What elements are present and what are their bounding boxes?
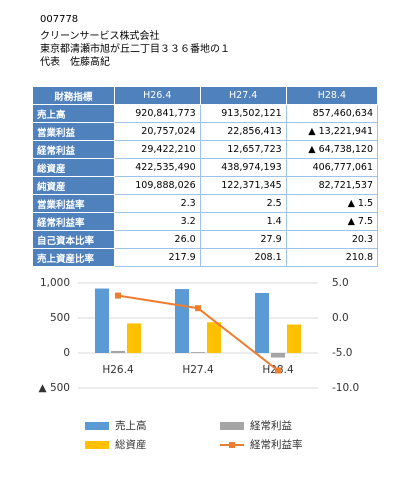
financial-table: 財務指標 H26.4 H27.4 H28.4 売上高 920,841,773 913,502… [32,86,379,267]
row-label: 経常利益率 [32,212,115,231]
table-row: 営業利益率 2.3 2.5 ▲ 1.5 [32,194,379,213]
bar [191,352,205,353]
cell: H27.4 [199,86,287,105]
legend-swatch [85,422,109,430]
cell: 920,841,773 [113,104,201,123]
row-label: 純資産 [32,176,115,195]
company-name: クリーンサービス株式会社 [40,31,160,42]
legend-label: 売上高 [115,419,147,432]
x-tick-label: H26.4 [102,364,134,376]
table-row: 総資産 422,535,490 438,974,193 406,777,061 [32,158,379,177]
representative: 代表 佐藤高紀 [40,57,110,68]
y-tick-label: 0 [63,347,70,359]
x-tick-label: H27.4 [182,364,214,376]
legend-label: 経常利益率 [250,438,303,451]
bar [271,353,285,358]
row-label: 営業利益率 [32,194,115,213]
cell: 406,777,061 [285,158,379,177]
cell: 122,371,345 [199,176,287,195]
row-label: 総資産 [32,158,115,177]
bar [111,350,125,353]
legend-marker [229,442,235,448]
y-tick-label: 500 [50,312,70,324]
row-label: 売上資産比率 [32,248,115,267]
cell: 3.2 [113,212,201,231]
table-row: 財務指標 H26.4 H27.4 H28.4 [32,86,379,105]
cell: 210.8 [285,248,379,267]
table-row: 売上高 920,841,773 913,502,121 857,460,634 [32,104,379,123]
row-label: 営業利益 [32,122,115,141]
row-label: 売上高 [32,104,115,123]
cell: ▲ 13,221,941 [285,122,379,141]
cell: 2.3 [113,194,201,213]
cell: 22,856,413 [199,122,287,141]
y2-tick-label: 5.0 [332,277,349,289]
table-row: 営業利益 20,757,024 22,856,413 ▲ 13,221,941 [32,122,379,141]
cell: H28.4 [285,86,379,105]
chart: ▲ 50005001,000-10.0-5.00.05.0H26.4H27.4H… [39,277,360,451]
bar [207,322,221,353]
table-row: 経常利益 29,422,210 12,657,723 ▲ 64,738,120 [32,140,379,159]
line-marker [275,367,281,374]
bar [255,292,269,353]
cell: ▲ 7.5 [285,212,379,231]
cell: 438,974,193 [199,158,287,177]
cell: 12,657,723 [199,140,287,159]
cell: ▲ 1.5 [285,194,379,213]
cell: 857,460,634 [285,104,379,123]
cell: 82,721,537 [285,176,379,195]
y-tick-label: 1,000 [40,277,70,289]
line-marker [195,305,201,312]
line-marker [115,292,121,299]
y2-tick-label: -10.0 [332,382,359,394]
cell: H26.4 [113,86,201,105]
cell: 20.3 [285,230,379,249]
company-address: 東京都清瀬市旭が丘二丁目３３６番地の１ [40,44,230,55]
row-label: 自己資本比率 [32,230,115,249]
y-tick-label: ▲ 500 [39,382,70,394]
y2-tick-label: 0.0 [332,312,349,324]
legend-label: 総資産 [115,438,147,451]
row-label: 財務指標 [32,86,115,105]
bar [127,323,141,353]
cell: 27.9 [199,230,287,249]
cell: 2.5 [199,194,287,213]
cell: 1.4 [199,212,287,231]
cell: ▲ 64,738,120 [285,140,379,159]
cell: 109,888,026 [113,176,201,195]
company-code: 007778 [40,14,79,25]
cell: 29,422,210 [113,140,201,159]
table-row: 純資産 109,888,026 122,371,345 82,721,537 [32,176,379,195]
bar [287,324,301,353]
table-row: 経常利益率 3.2 1.4 ▲ 7.5 [32,212,379,231]
legend-swatch [85,441,109,449]
cell: 20,757,024 [113,122,201,141]
legend-label: 経常利益 [250,419,292,432]
legend-swatch [220,422,244,430]
table-row: 売上資産比率 217.9 208.1 210.8 [32,248,379,267]
table-row: 自己資本比率 26.0 27.9 20.3 [32,230,379,249]
bar [175,289,189,353]
cell: 217.9 [113,248,201,267]
bar [95,288,109,353]
y2-tick-label: -5.0 [332,347,353,359]
cell: 913,502,121 [199,104,287,123]
cell: 208.1 [199,248,287,267]
cell: 26.0 [113,230,201,249]
row-label: 経常利益 [32,140,115,159]
cell: 422,535,490 [113,158,201,177]
